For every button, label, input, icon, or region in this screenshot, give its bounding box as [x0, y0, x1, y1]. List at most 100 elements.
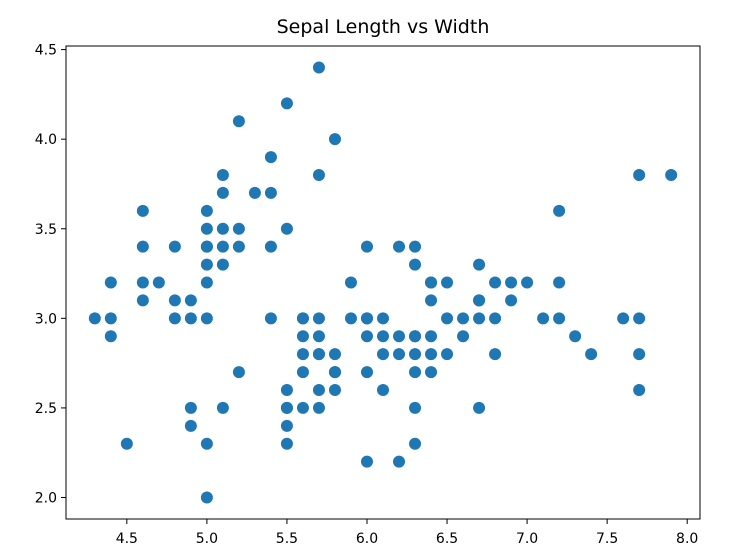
x-tick-label: 7.0	[516, 531, 538, 547]
x-tick-label: 5.5	[276, 531, 298, 547]
data-point	[296, 401, 309, 414]
data-point	[665, 169, 678, 181]
x-tick-label: 5.0	[196, 531, 218, 547]
data-point	[296, 348, 309, 361]
data-point	[569, 330, 582, 343]
data-point	[312, 61, 325, 74]
data-point	[312, 348, 325, 361]
x-tick-label: 6.5	[436, 531, 458, 547]
data-point	[425, 330, 438, 343]
y-tick-label: 2.5	[35, 401, 57, 417]
data-point	[168, 312, 181, 325]
data-point	[505, 276, 518, 289]
data-point	[216, 401, 229, 414]
data-point	[104, 330, 117, 343]
data-point	[216, 258, 229, 271]
data-point	[521, 276, 534, 289]
data-point	[409, 366, 422, 379]
data-point	[248, 186, 261, 199]
data-point	[232, 222, 245, 235]
data-point	[200, 437, 213, 450]
data-point	[200, 258, 213, 271]
data-points	[88, 61, 678, 504]
data-point	[200, 312, 213, 325]
data-point	[264, 240, 277, 253]
data-point	[312, 330, 325, 343]
data-point	[136, 240, 149, 253]
x-tick-label: 6.0	[356, 531, 378, 547]
data-point	[393, 240, 406, 253]
data-point	[360, 330, 373, 343]
data-point	[328, 348, 341, 361]
data-point	[280, 419, 293, 432]
x-tick-label: 8.0	[676, 531, 698, 547]
y-tick-label: 2.0	[35, 491, 57, 507]
data-point	[489, 276, 502, 289]
y-tick-label: 3.0	[35, 311, 57, 327]
data-point	[377, 330, 389, 343]
data-point	[280, 97, 293, 110]
data-point	[360, 455, 373, 468]
data-point	[489, 348, 502, 361]
data-point	[184, 312, 197, 325]
data-point	[152, 276, 165, 289]
data-point	[425, 348, 438, 361]
data-point	[280, 384, 293, 396]
data-point	[585, 348, 598, 361]
data-point	[425, 366, 438, 379]
data-point	[537, 312, 550, 325]
data-point	[264, 186, 277, 199]
data-point	[473, 401, 486, 414]
data-point	[633, 312, 646, 325]
data-point	[216, 169, 229, 181]
data-point	[633, 169, 646, 181]
data-point	[296, 312, 309, 325]
data-point	[184, 401, 197, 414]
data-point	[216, 240, 229, 253]
data-point	[328, 133, 341, 146]
data-point	[200, 491, 213, 504]
data-point	[473, 258, 486, 271]
data-point	[441, 348, 454, 361]
data-point	[168, 294, 181, 307]
data-point	[409, 330, 422, 343]
data-point	[264, 312, 277, 325]
data-point	[393, 455, 406, 468]
data-point	[184, 419, 197, 432]
data-point	[344, 276, 357, 289]
data-point	[377, 348, 389, 361]
y-tick-label: 4.5	[35, 43, 57, 59]
data-point	[104, 312, 117, 325]
plot-frame	[65, 45, 701, 520]
y-tick-label: 3.5	[35, 222, 57, 238]
data-point	[441, 276, 454, 289]
data-point	[200, 204, 213, 217]
data-point	[473, 294, 486, 307]
data-point	[360, 366, 373, 379]
data-point	[328, 384, 341, 396]
data-point	[88, 312, 101, 325]
data-point	[216, 222, 229, 235]
data-point	[280, 401, 293, 414]
data-point	[473, 312, 486, 325]
axes: 4.5 5.0 5.5 6.0 6.5 7.0 7.5 8.0 2.0 2.5 3.0 3.5 4.0 4…	[35, 43, 701, 547]
data-point	[409, 240, 422, 253]
data-point	[553, 204, 566, 217]
data-point	[505, 294, 518, 307]
data-point	[409, 258, 422, 271]
data-point	[344, 312, 357, 325]
data-point	[409, 348, 422, 361]
chart-title: Sepal Length vs Width	[277, 16, 490, 38]
data-point	[441, 312, 454, 325]
data-point	[168, 240, 181, 253]
data-point	[200, 240, 213, 253]
data-point	[184, 294, 197, 307]
data-point	[232, 115, 245, 128]
data-point	[489, 312, 502, 325]
data-point	[425, 276, 438, 289]
data-point	[393, 348, 406, 361]
data-point	[633, 348, 646, 361]
data-point	[409, 401, 422, 414]
data-point	[360, 312, 373, 325]
